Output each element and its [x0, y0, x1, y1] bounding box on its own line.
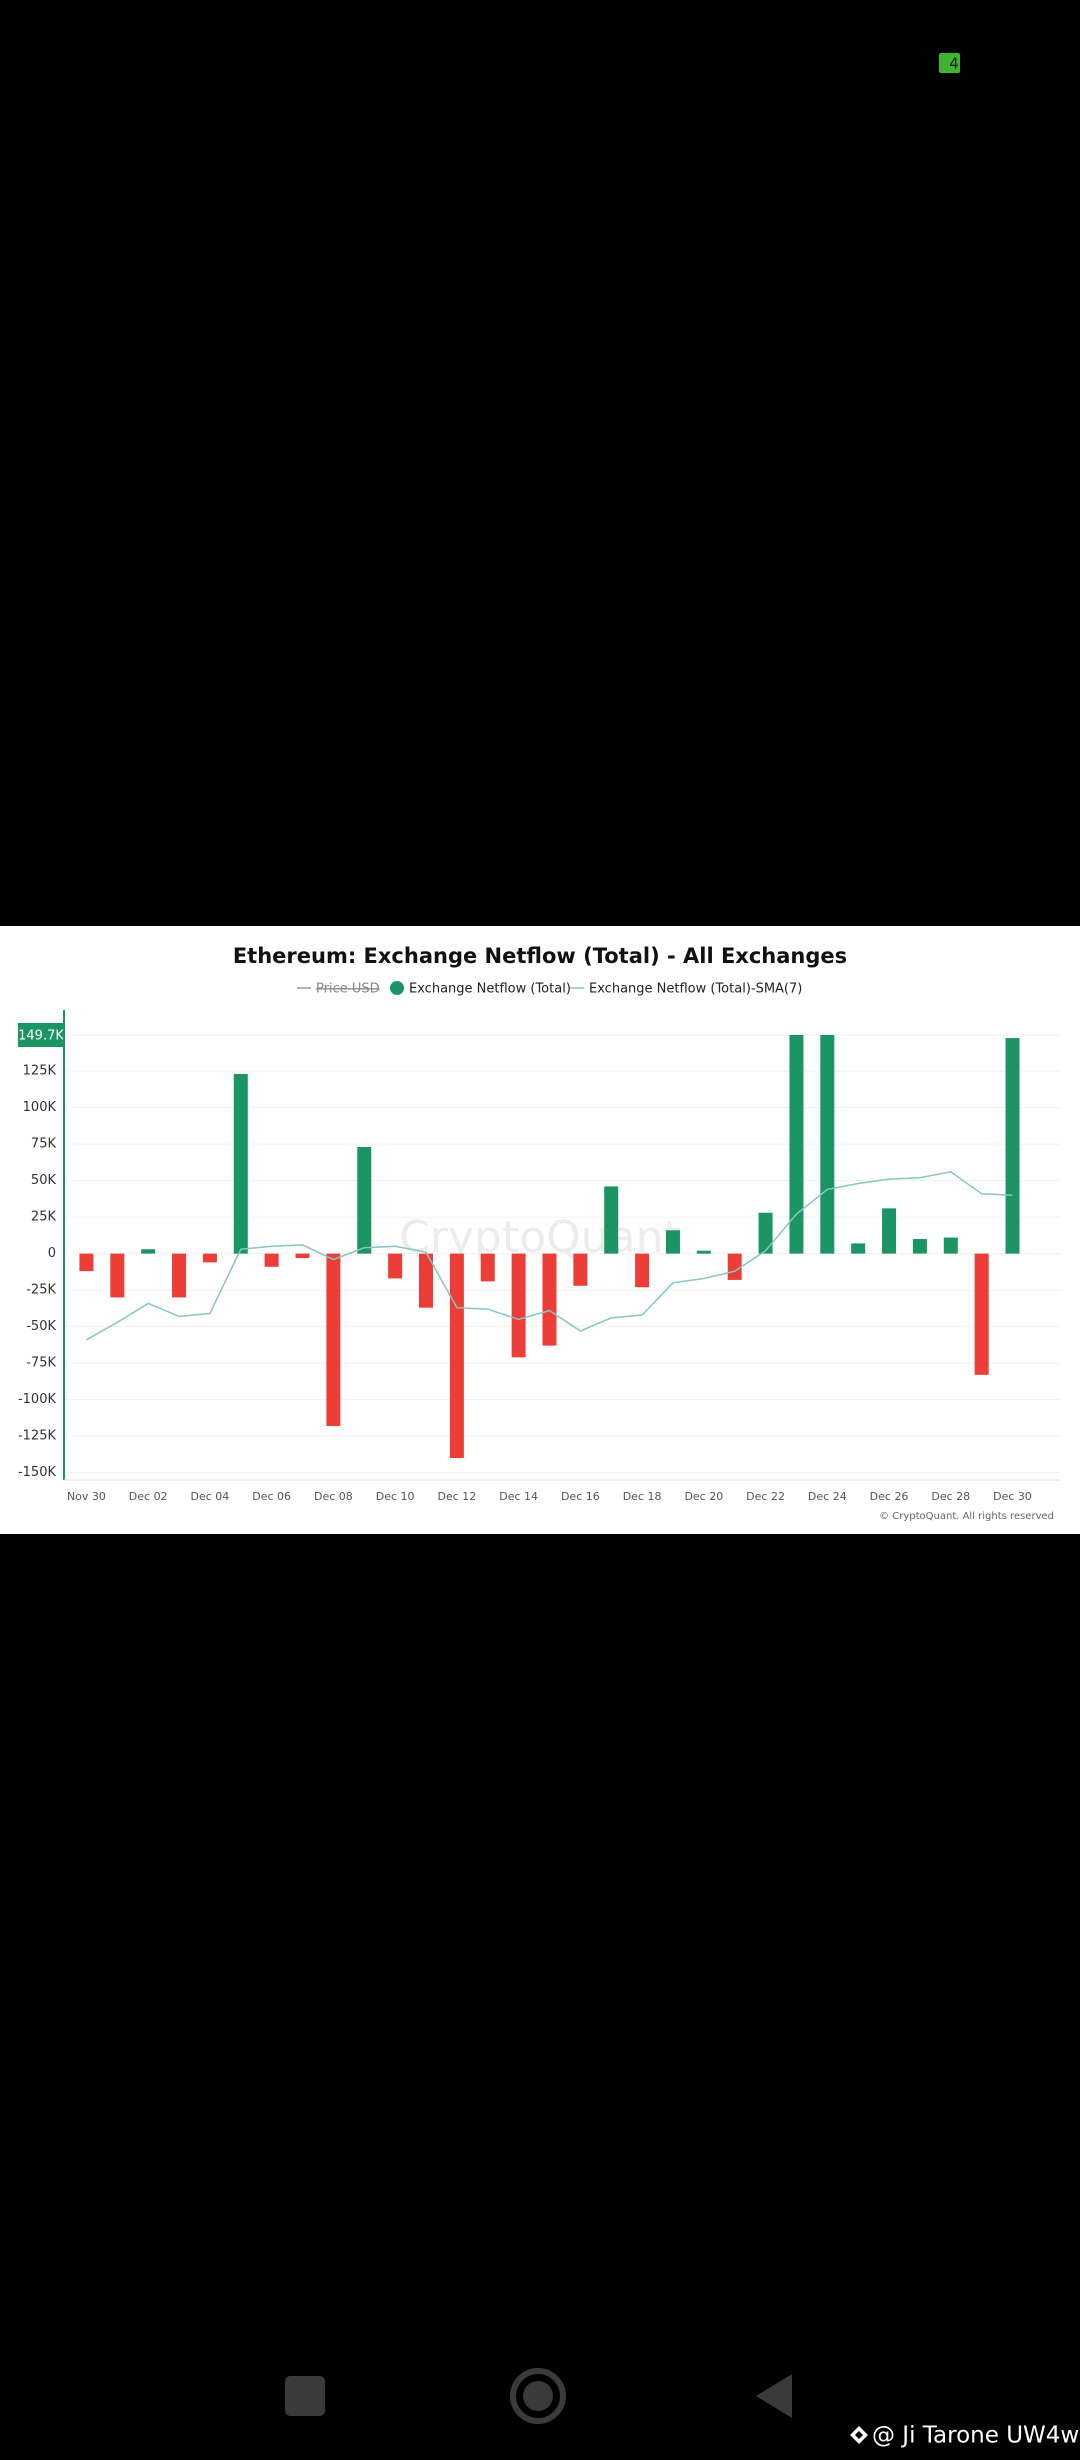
- bar: [573, 1253, 588, 1286]
- bar: [79, 1253, 94, 1272]
- bar: [357, 1147, 372, 1254]
- legend: Price USD Exchange Netflow (Total) Exchang…: [297, 981, 802, 997]
- x-tick-label: Dec 20: [684, 1490, 723, 1503]
- badge-text: 4: [949, 55, 959, 73]
- x-tick-label: Dec 04: [191, 1490, 230, 1503]
- copyright: © CryptoQuant. All rights reserved: [879, 1511, 1054, 1522]
- x-tick-label: Nov 30: [67, 1490, 106, 1503]
- y-tick-label: 75K: [31, 1137, 57, 1152]
- bar: [264, 1253, 279, 1267]
- x-tick-label: Dec 06: [252, 1490, 291, 1503]
- bar: [542, 1253, 557, 1346]
- bar: [604, 1186, 619, 1254]
- x-tick-label: Dec 26: [870, 1490, 909, 1503]
- bar: [388, 1253, 403, 1279]
- bar: [851, 1243, 866, 1254]
- x-tick-label: Dec 28: [931, 1490, 970, 1503]
- bar: [511, 1253, 526, 1358]
- bar: [295, 1253, 310, 1259]
- y-tick-label: -75K: [26, 1356, 56, 1371]
- bar: [665, 1230, 680, 1254]
- y-tick-label: 125K: [23, 1064, 57, 1079]
- x-tick-label: Dec 22: [746, 1490, 785, 1503]
- x-tick-label: Dec 02: [129, 1490, 168, 1503]
- nav-back[interactable]: [756, 2374, 792, 2418]
- bar: [943, 1237, 958, 1254]
- y-tick-label: -100K: [18, 1392, 57, 1407]
- bar: [480, 1253, 495, 1282]
- sma-line: [86, 1171, 1013, 1341]
- logo-icon: [850, 2426, 868, 2444]
- bar: [696, 1250, 711, 1254]
- chart-title: Ethereum: Exchange Netflow (Total) - All…: [233, 944, 847, 968]
- bar: [141, 1249, 156, 1254]
- nav-home-dot: [523, 2381, 553, 2411]
- bar: [758, 1212, 773, 1254]
- x-tick-label: Dec 12: [437, 1490, 476, 1503]
- y-tick-label: -150K: [18, 1465, 57, 1480]
- bar: [1005, 1038, 1020, 1254]
- bar: [449, 1253, 464, 1459]
- x-tick-label: Dec 24: [808, 1490, 847, 1503]
- y-tick-label: 149.7K: [18, 1029, 64, 1044]
- bar: [419, 1253, 434, 1308]
- bar: [172, 1253, 187, 1298]
- x-tick-label: Dec 08: [314, 1490, 353, 1503]
- x-tick-label: Dec 30: [993, 1490, 1032, 1503]
- nav-recents[interactable]: [285, 2376, 325, 2416]
- y-tick-label: -50K: [26, 1319, 56, 1334]
- x-tick-label: Dec 16: [561, 1490, 600, 1503]
- legend-marker: [390, 981, 404, 995]
- bar: [110, 1253, 125, 1298]
- y-tick-label: -125K: [18, 1429, 57, 1444]
- legend-label: Price USD: [316, 982, 380, 997]
- bar: [727, 1253, 742, 1280]
- bar: [202, 1253, 217, 1263]
- y-tick-label: -25K: [26, 1283, 56, 1298]
- legend-label: Exchange Netflow (Total)-SMA(7): [589, 982, 802, 997]
- bar: [326, 1253, 341, 1426]
- x-tick-label: Dec 18: [623, 1490, 662, 1503]
- bar: [233, 1073, 248, 1254]
- bar: [789, 1035, 804, 1254]
- watermark: CryptoQuant: [399, 1212, 681, 1263]
- y-tick-label: 100K: [23, 1100, 57, 1115]
- y-tick-label: 25K: [31, 1210, 57, 1225]
- bar: [912, 1239, 927, 1254]
- notification-badge: [939, 53, 960, 73]
- watermark-handle: @ Ji Tarone UW4w: [872, 2423, 1079, 2449]
- bar: [974, 1253, 989, 1375]
- y-tick-label: 0: [48, 1246, 56, 1261]
- x-tick-label: Dec 10: [376, 1490, 415, 1503]
- y-max-badge: [18, 1023, 64, 1047]
- nav-home[interactable]: [510, 2368, 566, 2424]
- x-tick-label: Dec 14: [499, 1490, 538, 1503]
- bar: [820, 1035, 835, 1254]
- y-tick-label: 50K: [31, 1173, 57, 1188]
- legend-label: Exchange Netflow (Total): [409, 982, 571, 997]
- bar: [882, 1208, 897, 1254]
- chart-panel: [0, 926, 1080, 1534]
- bar: [635, 1253, 650, 1288]
